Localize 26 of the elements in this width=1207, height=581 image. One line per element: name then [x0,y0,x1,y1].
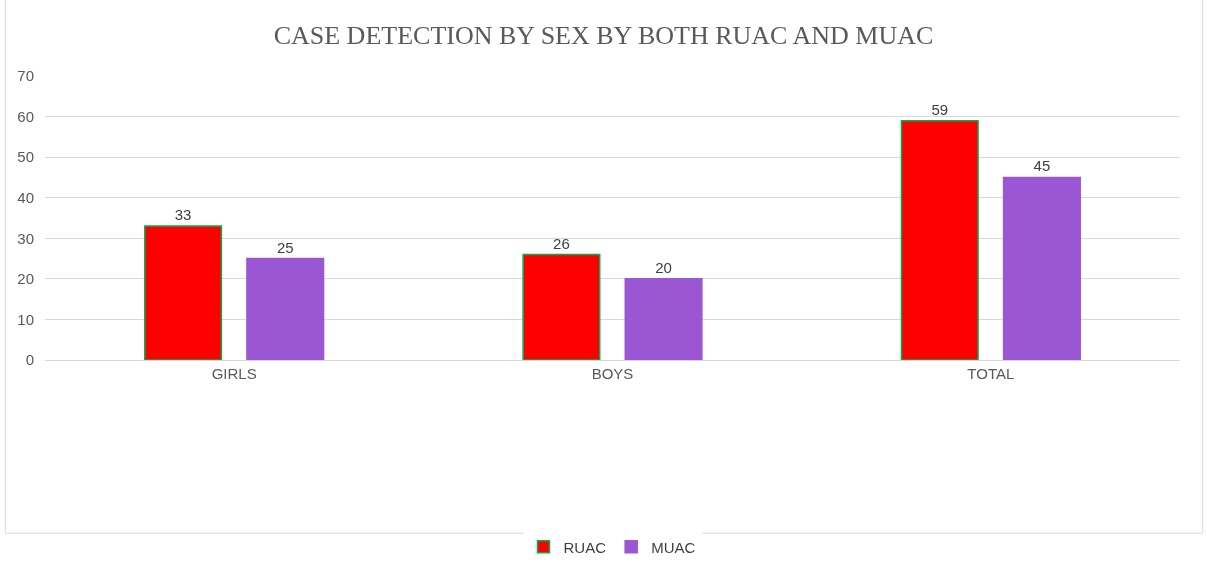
data-label: 26 [553,234,570,252]
bar [624,278,703,360]
y-tick-label: 60 [17,107,34,125]
bar [246,257,325,360]
data-label: 45 [1033,157,1051,175]
bar [1002,176,1081,360]
x-tick-label: TOTAL [967,365,1015,382]
y-tick-label: 70 [17,67,34,85]
bar [144,225,223,360]
bar [900,119,979,360]
data-label: 20 [655,258,672,276]
data-label: 59 [931,100,949,118]
y-tick-label: 30 [17,229,34,247]
x-tick-label: BOYS [591,365,634,382]
y-tick-label: 10 [17,310,34,328]
legend-label: RUAC [563,538,607,556]
bar [522,253,601,360]
y-tick-label: 40 [17,188,34,206]
legend-label: MUAC [651,538,696,556]
y-tick-label: 0 [25,351,34,369]
x-tick-label: GIRLS [211,365,257,382]
data-label: 25 [276,238,294,256]
chart-title: CASE DETECTION BY SEX BY BOTH RUAC AND MUAC [273,20,934,50]
y-tick-label: 20 [17,270,34,288]
y-tick-label: 50 [17,148,34,166]
data-label: 33 [174,206,192,224]
